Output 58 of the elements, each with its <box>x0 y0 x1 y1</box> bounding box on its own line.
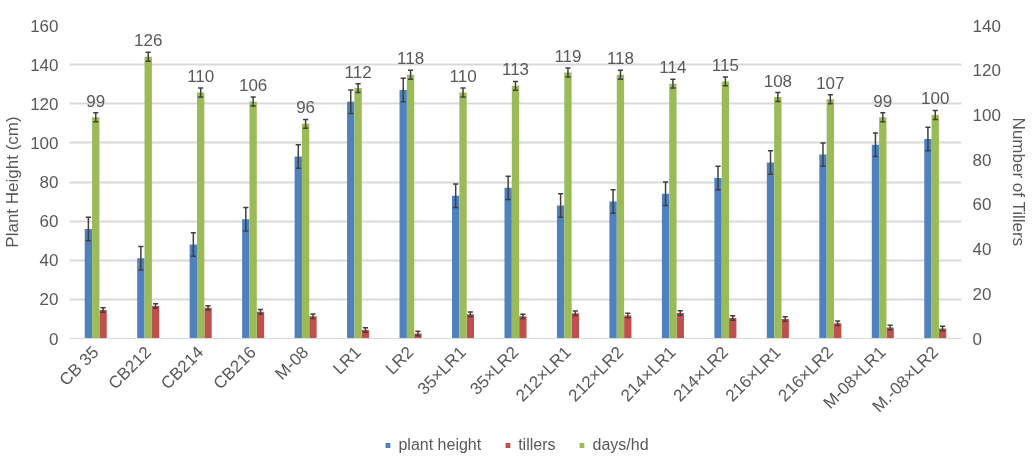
bar <box>676 313 684 339</box>
bar <box>137 258 145 339</box>
x-tick-label: LR1 <box>329 342 365 379</box>
data-label: 110 <box>449 67 477 87</box>
y2-tick-label: 40 <box>972 240 992 260</box>
bar <box>197 92 205 339</box>
data-label: 106 <box>238 76 268 96</box>
y2-tick-label: 80 <box>972 150 992 170</box>
bar <box>92 117 100 339</box>
y-tick-label: 60 <box>39 212 59 232</box>
y2-tick-label: 100 <box>972 105 1001 125</box>
y-axis-title: Plant Height (cm) <box>3 116 23 248</box>
y-tick-label: 140 <box>30 55 59 75</box>
bar <box>781 319 789 339</box>
bar <box>204 307 212 339</box>
data-label: 100 <box>921 89 950 109</box>
y2-tick-label: 140 <box>972 16 1001 36</box>
y2-tick-label: 120 <box>972 61 1001 81</box>
data-label: 107 <box>816 73 845 93</box>
data-label: 112 <box>344 62 372 82</box>
y-tick-label: 20 <box>39 290 59 310</box>
data-label: 115 <box>711 55 739 75</box>
bar <box>571 313 579 339</box>
bar <box>256 311 265 339</box>
bar <box>151 306 160 339</box>
y2-tick-label: 20 <box>972 284 992 304</box>
y-tick-label: 0 <box>49 329 59 349</box>
y2-tick-label: 0 <box>972 329 982 349</box>
y2-axis-title: Number of Tillers <box>1008 117 1028 247</box>
bar <box>99 310 107 339</box>
bar <box>519 316 527 339</box>
data-label: 108 <box>763 71 793 91</box>
y-tick-label: 160 <box>30 16 59 36</box>
data-label: 119 <box>554 46 582 66</box>
data-label: 110 <box>187 67 215 87</box>
bar <box>564 72 572 339</box>
y-tick-label: 120 <box>30 94 59 114</box>
data-label: 99 <box>873 91 893 111</box>
data-label: 113 <box>501 60 530 80</box>
data-label: 96 <box>296 98 316 118</box>
data-label: 126 <box>134 31 163 51</box>
y-tick-label: 40 <box>39 251 59 271</box>
y-tick-label: 80 <box>39 173 59 192</box>
bar <box>144 56 152 339</box>
data-label: 118 <box>606 49 634 69</box>
bar <box>466 314 475 339</box>
x-tick-label: LR2 <box>381 342 418 379</box>
data-label: 114 <box>659 58 687 78</box>
bar <box>309 316 317 339</box>
bar <box>834 323 842 339</box>
legend-label: days/hd <box>592 436 649 454</box>
data-label: 118 <box>397 49 425 69</box>
y-tick-label: 100 <box>30 133 59 153</box>
legend-label: plant height <box>398 436 482 454</box>
data-label: 99 <box>86 91 106 111</box>
legend-label: tillers <box>518 436 556 454</box>
y2-tick-label: 60 <box>972 195 992 215</box>
bar <box>624 315 632 339</box>
